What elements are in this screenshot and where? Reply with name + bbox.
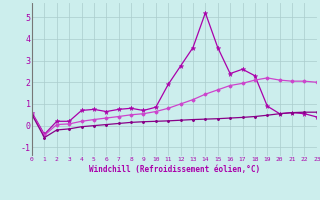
X-axis label: Windchill (Refroidissement éolien,°C): Windchill (Refroidissement éolien,°C) [89,165,260,174]
